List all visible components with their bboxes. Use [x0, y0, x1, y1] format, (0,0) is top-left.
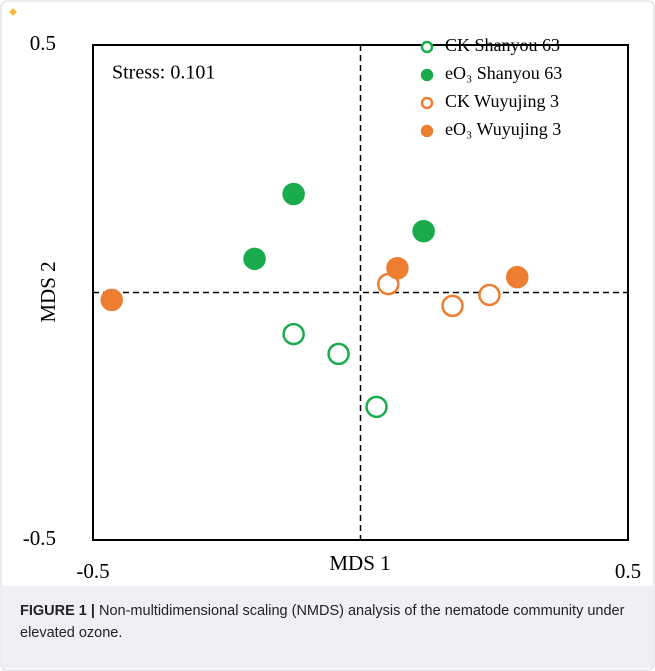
x-axis-label: MDS 1 — [329, 551, 390, 575]
point — [412, 219, 435, 243]
legend-label: CK Wuyujing 3 — [445, 91, 559, 111]
point — [282, 322, 305, 346]
decoration — [9, 8, 17, 16]
legend-label: eO₃ Shanyou 63 — [445, 63, 562, 83]
point — [243, 247, 266, 271]
y-tick-label: 0.5 — [30, 31, 56, 55]
y-axis-label: MDS 2 — [36, 261, 60, 322]
legend-marker — [420, 124, 434, 138]
point — [327, 342, 350, 366]
point — [478, 283, 501, 307]
caption-background — [2, 586, 653, 668]
legend-label: eO₃ Wuyujing 3 — [445, 119, 561, 139]
legend-marker — [420, 40, 434, 54]
point — [386, 256, 409, 280]
x-tick-label: -0.5 — [76, 559, 109, 583]
point — [100, 288, 123, 312]
x-tick-label: 0.5 — [615, 559, 641, 583]
point — [365, 395, 388, 419]
legend-marker — [420, 96, 434, 110]
point — [441, 294, 464, 318]
point — [506, 265, 529, 289]
caption-text: Non-multidimensional scaling (NMDS) anal… — [20, 603, 625, 641]
legend-marker — [420, 68, 434, 82]
legend-label: CK Shanyou 63 — [445, 35, 560, 55]
annotation: Stress: 0.101 — [112, 62, 215, 84]
caption: FIGURE 1 | Non-multidimensional scaling … — [20, 600, 635, 644]
point — [282, 182, 305, 206]
y-tick-label: -0.5 — [23, 526, 56, 550]
caption-label: FIGURE 1 | — [20, 603, 95, 619]
